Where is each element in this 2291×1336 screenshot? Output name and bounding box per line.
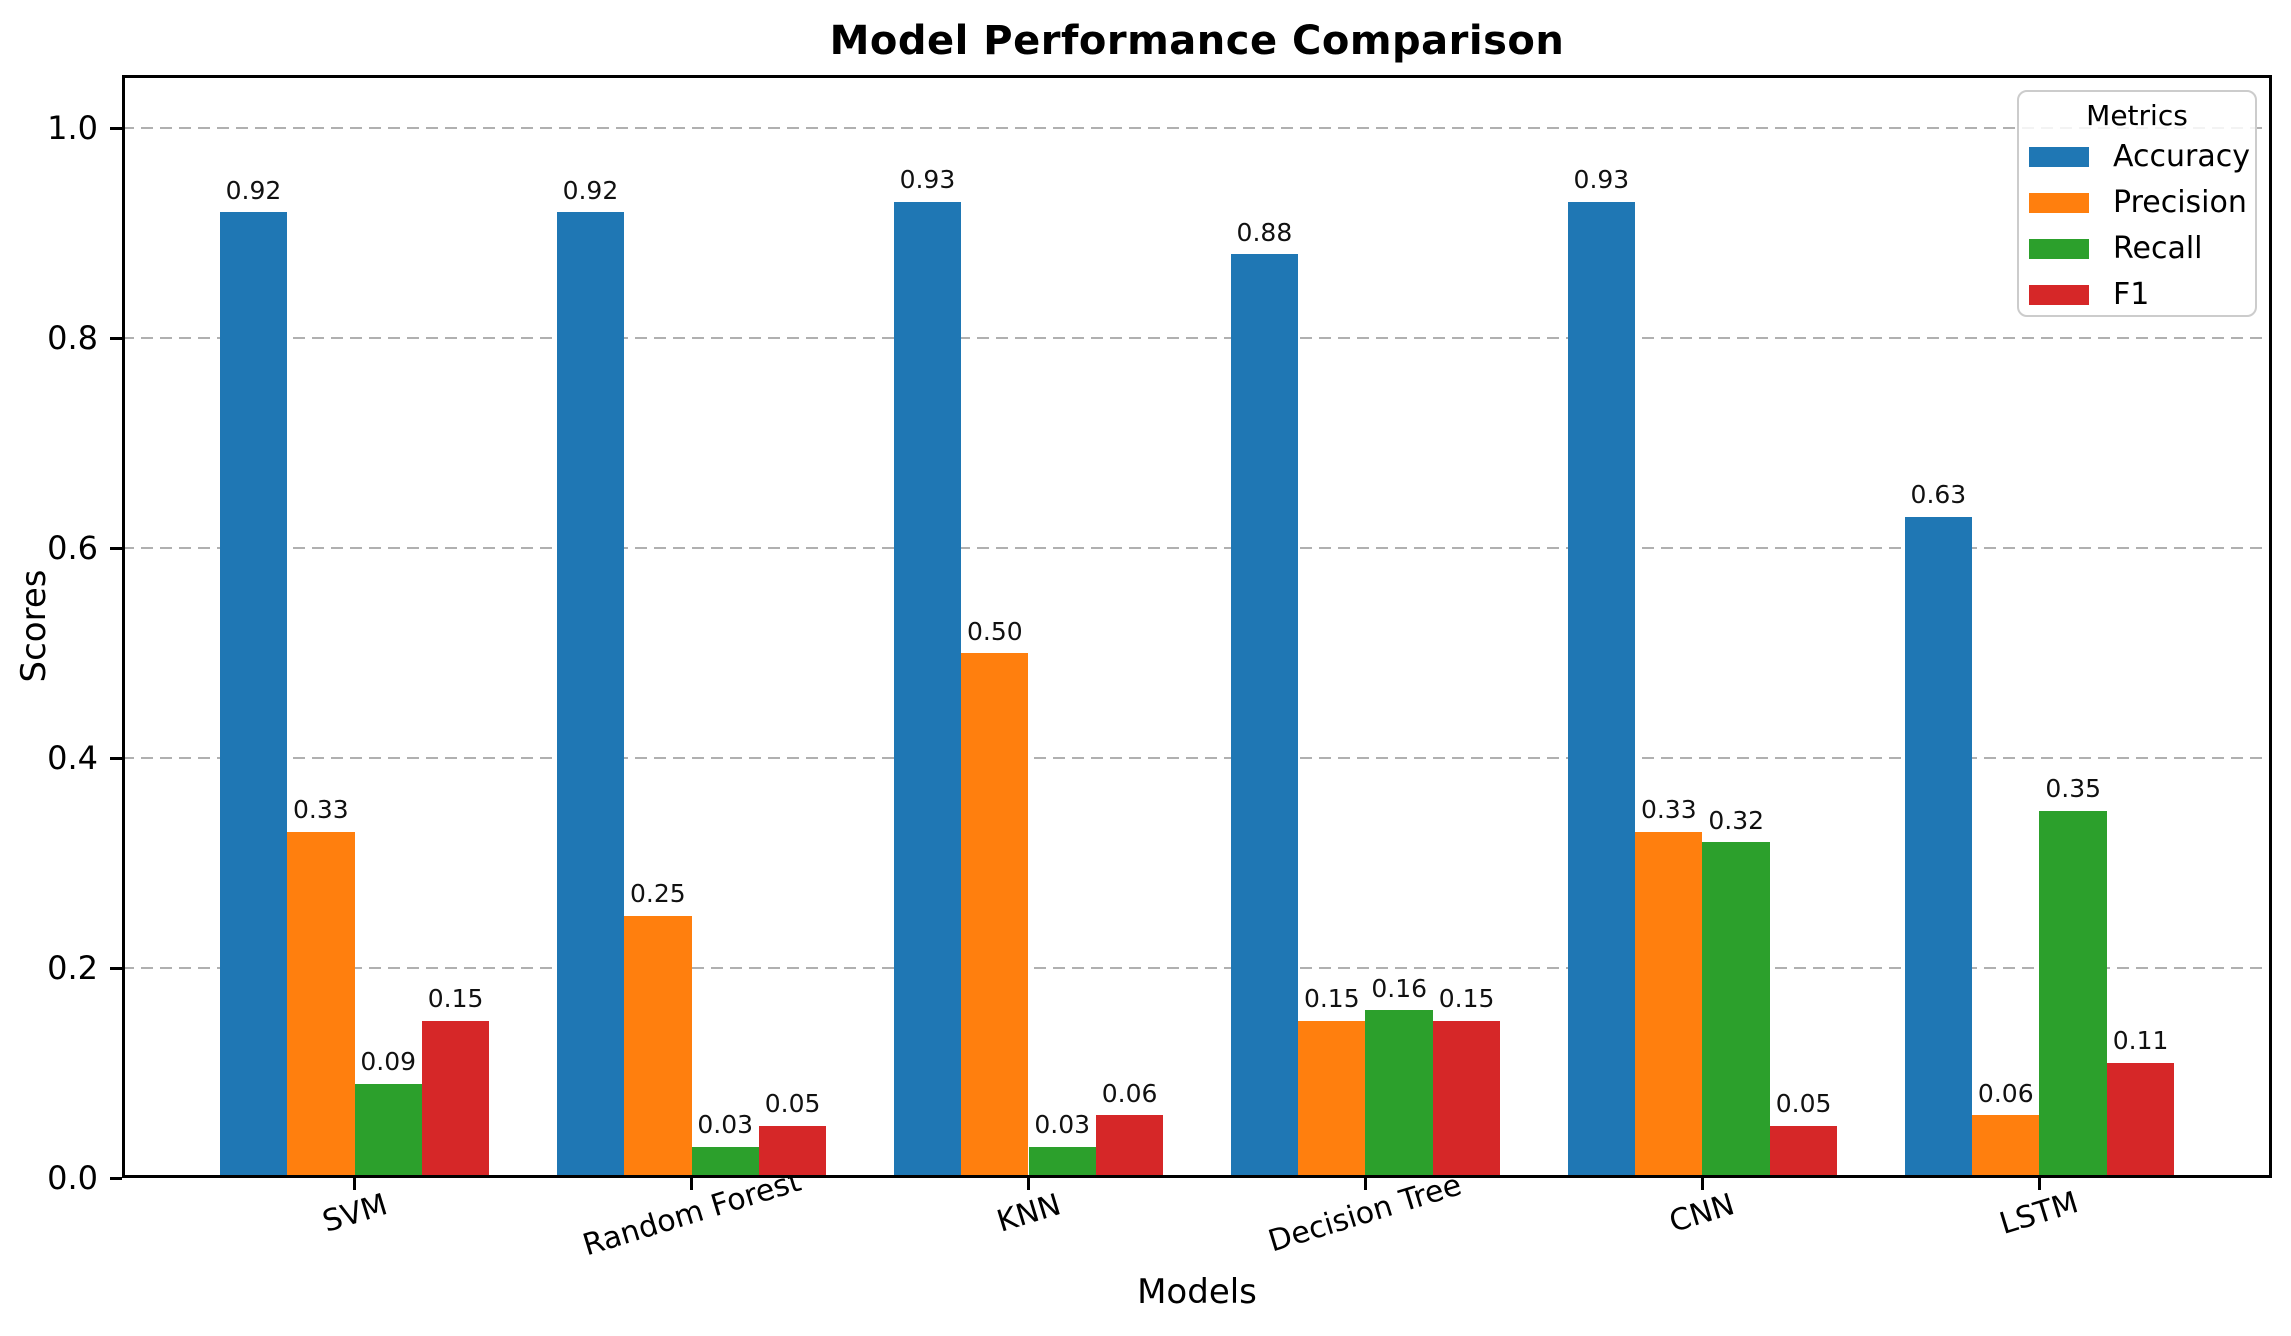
x-axis-tick — [1363, 1178, 1367, 1190]
bar-value-label: 0.15 — [1303, 984, 1360, 1013]
bar-value-label: 0.93 — [1573, 165, 1630, 194]
legend-item-label: Recall — [2113, 231, 2203, 266]
x-axis-tick — [690, 1178, 693, 1190]
gridline — [122, 337, 2272, 339]
bar-value-label: 0.93 — [899, 165, 956, 194]
bar-f1 — [1095, 1115, 1164, 1178]
legend-items: Accuracy Precision Recall F1 — [2019, 134, 2255, 318]
legend-item-label: Precision — [2113, 185, 2247, 220]
y-axis-tick-label: 0.0 — [47, 1159, 98, 1197]
legend-item: Precision — [2019, 180, 2255, 226]
bar-recall — [1365, 1010, 1433, 1178]
bar-value-label: 0.05 — [1775, 1089, 1832, 1118]
gridline — [122, 547, 2272, 549]
bar-accuracy — [556, 212, 625, 1178]
legend-swatch — [2029, 147, 2089, 167]
x-axis-tick — [353, 1178, 357, 1190]
bar-value-label: 0.35 — [2045, 774, 2102, 803]
bar-accuracy — [1567, 201, 1636, 1178]
y-axis-tick — [110, 336, 122, 340]
bar-f1 — [1769, 1125, 1838, 1178]
bar-value-label: 0.09 — [360, 1047, 417, 1076]
bar-recall — [1702, 842, 1770, 1178]
bar-value-label: 0.33 — [292, 795, 349, 824]
legend-item-label: F1 — [2113, 277, 2150, 312]
bar-accuracy — [1230, 254, 1299, 1178]
plot-area: Metrics Accuracy Precision Recall F1 0.92 0.… — [122, 75, 2272, 1178]
y-axis-tick-label: 0.8 — [47, 319, 98, 357]
x-axis-tick-label: CNN — [1665, 1187, 1740, 1240]
gridline — [122, 967, 2272, 969]
y-axis-tick-label: 1.0 — [47, 109, 98, 147]
bar-value-label: 0.15 — [1438, 984, 1495, 1013]
bar-f1 — [421, 1020, 490, 1178]
bar-accuracy — [219, 212, 288, 1178]
x-axis-tick — [2037, 1178, 2041, 1190]
y-axis-tick — [110, 546, 122, 550]
bar-value-label: 0.63 — [1910, 480, 1967, 509]
bar-value-label: 0.33 — [1640, 795, 1697, 824]
x-axis-tick-label: LSTM — [1996, 1185, 2083, 1242]
bar-value-label: 0.03 — [697, 1110, 754, 1139]
legend-swatch — [2029, 193, 2089, 213]
bar-value-label: 0.88 — [1236, 217, 1293, 247]
y-axis-tick — [110, 1176, 122, 1180]
bar-value-label: 0.92 — [562, 175, 619, 205]
legend-swatch — [2029, 239, 2089, 259]
bar-precision — [961, 653, 1029, 1178]
bar-value-label: 0.25 — [629, 879, 686, 908]
bar-value-label: 0.06 — [1977, 1078, 2034, 1108]
chart-title: Model Performance Comparison — [829, 18, 1565, 64]
y-axis-tick-label: 0.6 — [47, 529, 98, 567]
y-axis-tick — [110, 966, 122, 970]
bar-precision — [1972, 1115, 2040, 1178]
bar-recall — [354, 1083, 422, 1178]
bar-f1 — [758, 1125, 827, 1178]
bar-value-label: 0.15 — [427, 984, 484, 1013]
x-axis-tick — [1027, 1178, 1030, 1190]
bar-value-label: 0.92 — [225, 175, 282, 205]
gridline — [122, 757, 2272, 759]
bar-recall — [691, 1146, 759, 1178]
bar-recall — [2039, 810, 2107, 1178]
bar-value-label: 0.06 — [1101, 1078, 1158, 1108]
legend-swatch — [2029, 285, 2089, 305]
legend-title: Metrics — [2086, 99, 2188, 132]
bar-value-label: 0.03 — [1034, 1110, 1091, 1139]
bar-value-label: 0.32 — [1708, 805, 1765, 835]
bar-value-label: 0.50 — [966, 616, 1023, 646]
x-axis-label: Models — [1137, 1272, 1257, 1312]
bar-precision — [624, 915, 692, 1178]
legend-item: F1 — [2019, 272, 2255, 318]
bar-value-label: 0.16 — [1371, 973, 1428, 1003]
y-axis-tick-label: 0.2 — [47, 949, 98, 987]
x-axis-tick-label: KNN — [992, 1187, 1065, 1240]
bar-recall — [1028, 1146, 1096, 1178]
y-axis-tick — [110, 126, 122, 130]
bar-f1 — [1432, 1020, 1501, 1178]
legend-item-label: Accuracy — [2113, 139, 2250, 174]
y-axis-label: Scores — [14, 569, 54, 683]
bar-value-label: 0.11 — [2112, 1026, 2169, 1055]
x-axis-tick — [1700, 1178, 1704, 1190]
bar-precision — [1635, 831, 1703, 1178]
y-axis-tick-label: 0.4 — [47, 739, 98, 777]
bar-precision — [287, 831, 355, 1178]
bar-accuracy — [1904, 516, 1973, 1178]
gridline — [122, 127, 2272, 129]
legend-item: Accuracy — [2019, 134, 2255, 180]
bar-precision — [1298, 1020, 1366, 1178]
bar-accuracy — [893, 201, 962, 1178]
legend-item: Recall — [2019, 226, 2255, 272]
legend: Metrics Accuracy Precision Recall F1 — [2017, 90, 2257, 317]
y-axis-tick — [110, 756, 122, 760]
x-axis-tick-label: SVM — [318, 1187, 391, 1240]
bar-value-label: 0.05 — [764, 1089, 821, 1118]
bar-f1 — [2106, 1062, 2175, 1178]
